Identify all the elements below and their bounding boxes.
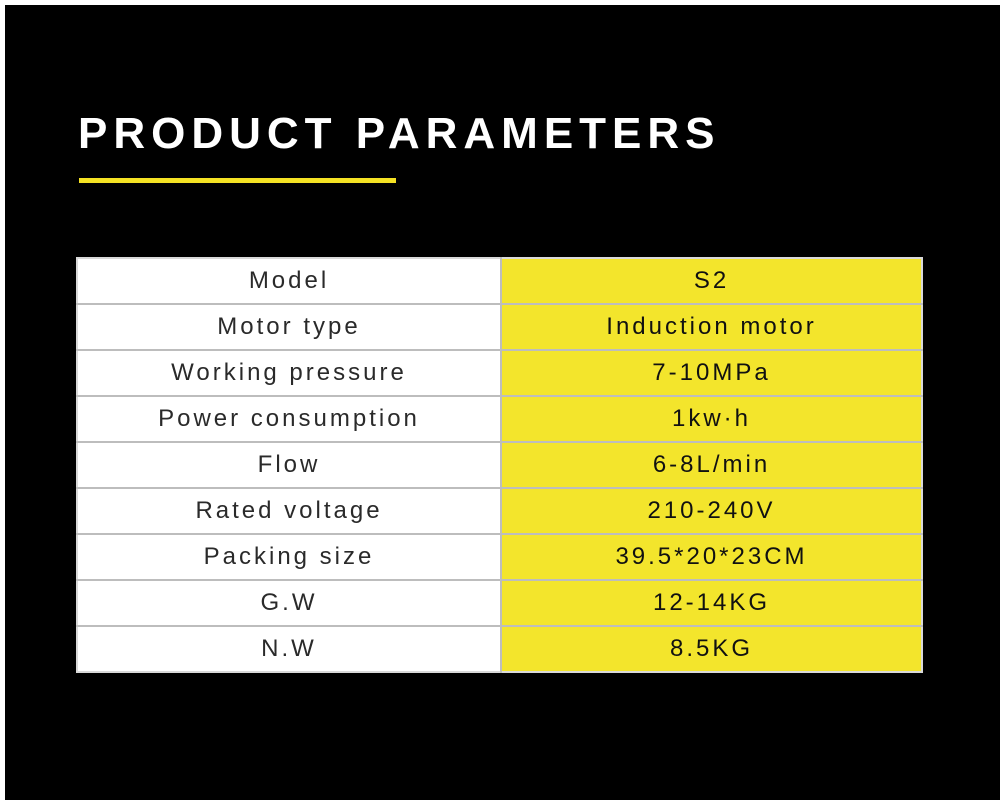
parameters-table: Model S2 Motor type Induction motor Work… bbox=[76, 257, 923, 673]
parameter-label: Rated voltage bbox=[77, 487, 502, 534]
table-row: G.W 12-14KG bbox=[77, 579, 922, 626]
parameter-value: 39.5*20*23CM bbox=[501, 533, 922, 580]
title-underline bbox=[79, 178, 396, 183]
parameter-value: 12-14KG bbox=[501, 579, 922, 626]
parameter-label: Flow bbox=[77, 441, 502, 488]
table-row: Model S2 bbox=[77, 258, 922, 304]
parameter-value: 7-10MPa bbox=[501, 349, 922, 396]
parameter-value: 6-8L/min bbox=[501, 441, 922, 488]
parameter-value: Induction motor bbox=[501, 303, 922, 350]
parameter-value: S2 bbox=[501, 258, 922, 304]
table-row: Packing size 39.5*20*23CM bbox=[77, 533, 922, 580]
table-row: N.W 8.5KG bbox=[77, 625, 922, 672]
table-row: Power consumption 1kw·h bbox=[77, 395, 922, 442]
parameter-label: Packing size bbox=[77, 533, 502, 580]
parameter-label: G.W bbox=[77, 579, 502, 626]
table-row: Motor type Induction motor bbox=[77, 303, 922, 350]
parameter-label: Working pressure bbox=[77, 349, 502, 396]
parameter-value: 1kw·h bbox=[501, 395, 922, 442]
parameter-value: 8.5KG bbox=[501, 625, 922, 672]
parameter-label: Model bbox=[77, 258, 502, 304]
page-title: PRODUCT PARAMETERS bbox=[78, 109, 721, 158]
parameter-label: Motor type bbox=[77, 303, 502, 350]
parameter-value: 210-240V bbox=[501, 487, 922, 534]
table-row: Working pressure 7-10MPa bbox=[77, 349, 922, 396]
parameter-label: Power consumption bbox=[77, 395, 502, 442]
parameter-label: N.W bbox=[77, 625, 502, 672]
table-row: Flow 6-8L/min bbox=[77, 441, 922, 488]
table-row: Rated voltage 210-240V bbox=[77, 487, 922, 534]
